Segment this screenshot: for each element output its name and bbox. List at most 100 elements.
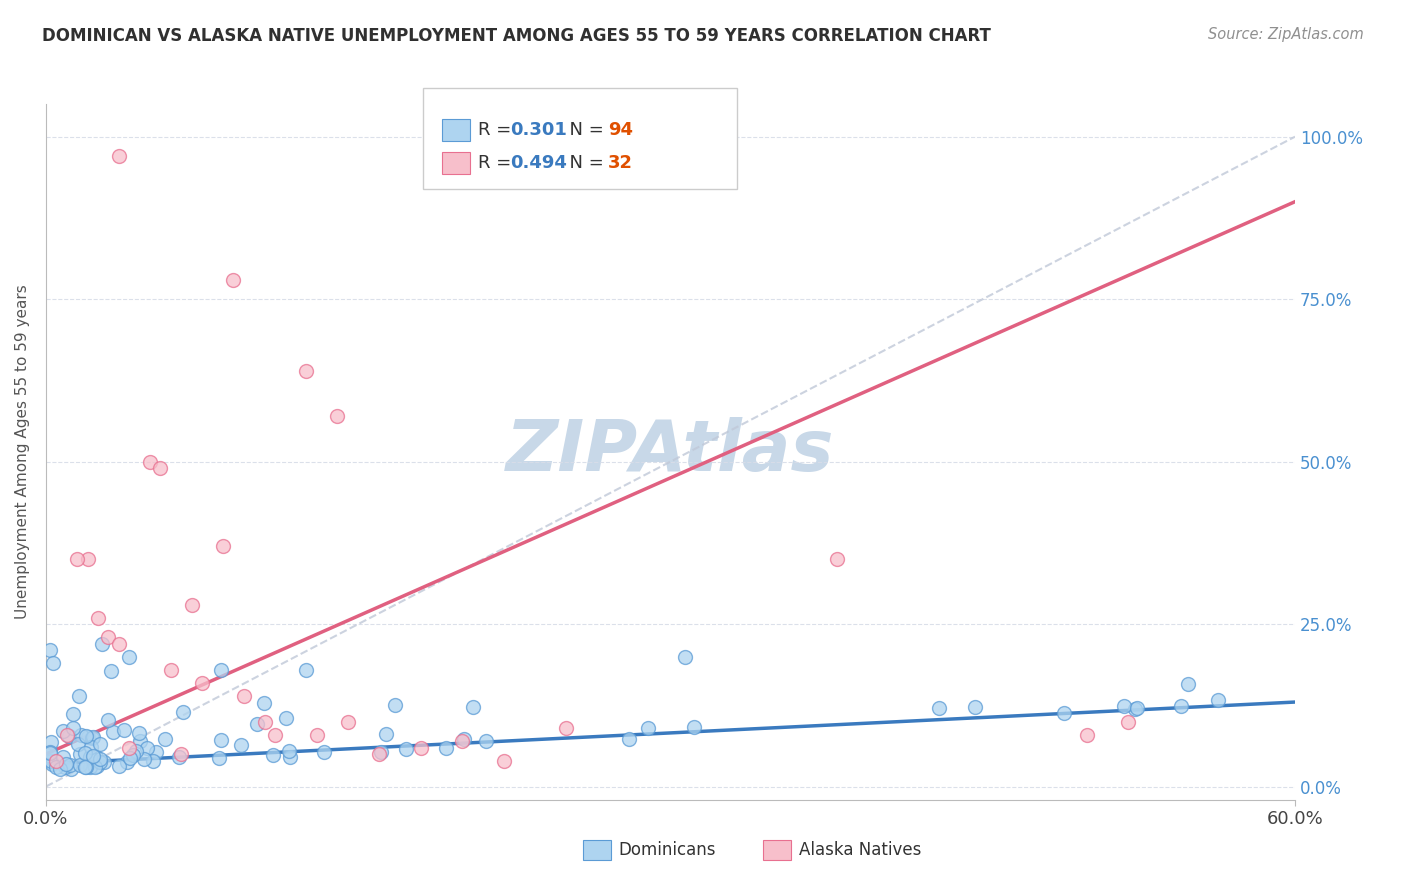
Point xyxy=(276,711,298,725)
Point xyxy=(1123,701,1146,715)
Point xyxy=(172,705,194,719)
Text: ZIPAtlas: ZIPAtlas xyxy=(506,417,835,486)
Point xyxy=(683,720,706,734)
Point xyxy=(52,724,75,739)
Text: Dominicans: Dominicans xyxy=(619,841,716,859)
Point xyxy=(59,762,82,776)
Point xyxy=(1114,698,1136,713)
Point xyxy=(434,740,457,755)
Point xyxy=(232,689,254,703)
Point xyxy=(209,733,232,747)
Point xyxy=(52,750,75,764)
Point xyxy=(149,461,172,475)
Text: R =: R = xyxy=(478,121,517,139)
Point xyxy=(191,675,214,690)
Text: 0.494: 0.494 xyxy=(510,154,567,172)
Point xyxy=(262,748,284,763)
Point xyxy=(375,727,398,741)
Point xyxy=(87,610,110,624)
Point xyxy=(84,760,107,774)
Text: 94: 94 xyxy=(607,121,633,139)
Point xyxy=(118,649,141,664)
Point xyxy=(67,690,90,704)
Point xyxy=(115,756,138,770)
Point xyxy=(370,745,392,759)
Point xyxy=(461,700,484,714)
Point xyxy=(39,745,62,759)
Point xyxy=(295,364,318,378)
Point xyxy=(118,751,141,765)
Text: Alaska Natives: Alaska Natives xyxy=(799,841,921,859)
Point xyxy=(86,759,108,773)
Point xyxy=(77,730,100,744)
Point xyxy=(294,663,316,677)
Text: N =: N = xyxy=(558,154,609,172)
Point xyxy=(134,751,156,765)
Point xyxy=(167,750,190,764)
Point xyxy=(246,717,269,731)
Point xyxy=(80,731,103,745)
Text: DOMINICAN VS ALASKA NATIVE UNEMPLOYMENT AMONG AGES 55 TO 59 YEARS CORRELATION CH: DOMINICAN VS ALASKA NATIVE UNEMPLOYMENT … xyxy=(42,27,991,45)
Point xyxy=(453,732,475,747)
Point xyxy=(39,643,62,657)
Point xyxy=(253,696,276,710)
Point xyxy=(58,730,80,744)
Point xyxy=(82,730,104,744)
Point xyxy=(1177,676,1199,690)
Point xyxy=(153,731,176,746)
Point xyxy=(66,737,89,751)
Point xyxy=(58,757,80,772)
Point xyxy=(160,663,183,677)
Y-axis label: Unemployment Among Ages 55 to 59 years: Unemployment Among Ages 55 to 59 years xyxy=(15,285,30,619)
Point xyxy=(80,739,103,754)
Text: 0.301: 0.301 xyxy=(510,121,567,139)
Point xyxy=(42,656,65,670)
Point xyxy=(253,714,276,729)
Point xyxy=(108,636,131,650)
Point xyxy=(79,749,101,764)
Point xyxy=(70,728,93,742)
Point xyxy=(76,552,98,566)
Point xyxy=(555,721,578,735)
Point xyxy=(326,409,349,424)
Point xyxy=(222,273,245,287)
Point xyxy=(675,649,697,664)
Point xyxy=(637,721,659,735)
Point xyxy=(136,741,159,756)
Point xyxy=(108,759,131,773)
Point xyxy=(82,748,104,763)
Point xyxy=(928,701,950,715)
Point xyxy=(75,729,97,743)
Point xyxy=(79,760,101,774)
Text: 32: 32 xyxy=(607,154,633,172)
Point xyxy=(45,760,67,774)
Point xyxy=(207,750,229,764)
Point xyxy=(1206,692,1229,706)
Point xyxy=(89,756,111,770)
Point xyxy=(474,733,496,747)
Point xyxy=(1170,698,1192,713)
Point xyxy=(69,747,91,761)
Point xyxy=(66,552,89,566)
Text: N =: N = xyxy=(558,121,609,139)
Point xyxy=(86,749,108,764)
Point xyxy=(41,756,63,771)
Point xyxy=(963,699,986,714)
Point xyxy=(619,731,641,746)
Point xyxy=(39,735,62,749)
Point xyxy=(170,747,193,761)
Point xyxy=(139,454,162,468)
Point xyxy=(100,665,122,679)
Point xyxy=(125,744,148,758)
Point xyxy=(55,756,77,771)
Point xyxy=(97,630,120,644)
Point xyxy=(121,747,143,762)
Point xyxy=(128,733,150,747)
Point xyxy=(49,762,72,776)
Point xyxy=(73,746,96,760)
Text: R =: R = xyxy=(478,154,517,172)
Point xyxy=(492,754,515,768)
Point xyxy=(264,727,287,741)
Point xyxy=(1126,701,1149,715)
Point xyxy=(368,747,391,761)
